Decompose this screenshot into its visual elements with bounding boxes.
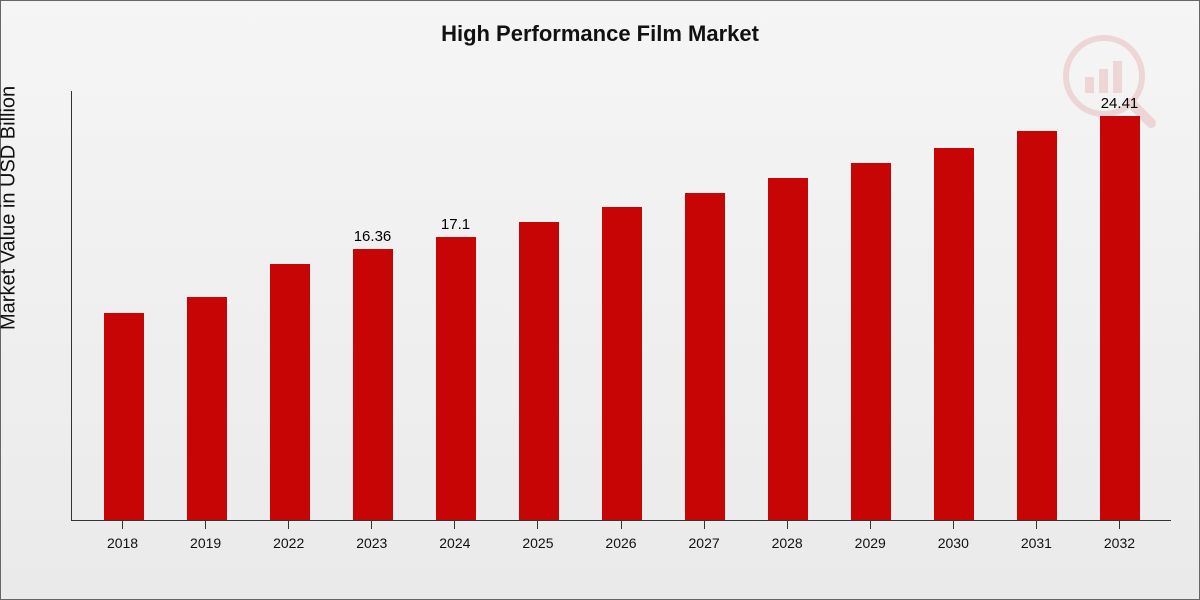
bar — [685, 193, 725, 520]
tick-label: 2024 — [439, 535, 470, 551]
bar-wrap — [248, 91, 331, 520]
bar-wrap — [580, 91, 663, 520]
tick-label: 2022 — [273, 535, 304, 551]
bar-wrap — [746, 91, 829, 520]
bar — [519, 222, 559, 520]
tick-label: 2026 — [605, 535, 636, 551]
tick-mark — [953, 521, 954, 529]
bar-value-label: 17.1 — [441, 216, 470, 233]
bar-wrap: 17.1 — [414, 91, 497, 520]
bar — [851, 163, 891, 520]
bar-wrap — [82, 91, 165, 520]
tick-label: 2023 — [356, 535, 387, 551]
plot-area: 16.36 17.1 24.41 — [71, 91, 1171, 521]
tick-mark — [704, 521, 705, 529]
bar-wrap — [995, 91, 1078, 520]
bar-wrap — [497, 91, 580, 520]
bar — [768, 178, 808, 520]
bar — [187, 297, 227, 520]
tick-label: 2019 — [190, 535, 221, 551]
bar-wrap — [912, 91, 995, 520]
tick-mark — [621, 521, 622, 529]
bar-value-label: 16.36 — [354, 228, 392, 245]
bar-wrap — [165, 91, 248, 520]
bar — [104, 313, 144, 520]
tick-mark — [122, 521, 123, 529]
bar-wrap: 16.36 — [331, 91, 414, 520]
x-tick: 2030 — [912, 521, 995, 551]
tick-mark — [205, 521, 206, 529]
x-axis-ticks: 2018 2019 2022 2023 2024 2025 2026 2027 2028 2029… — [71, 521, 1171, 551]
x-tick: 2023 — [330, 521, 413, 551]
x-tick: 2027 — [663, 521, 746, 551]
tick-mark — [787, 521, 788, 529]
tick-label: 2018 — [107, 535, 138, 551]
x-tick: 2032 — [1078, 521, 1161, 551]
bar — [1017, 131, 1057, 520]
bar-wrap: 24.41 — [1078, 91, 1161, 520]
tick-mark — [1119, 521, 1120, 529]
tick-label: 2030 — [938, 535, 969, 551]
bar-wrap — [663, 91, 746, 520]
bar — [353, 249, 393, 520]
tick-mark — [537, 521, 538, 529]
x-tick: 2026 — [579, 521, 662, 551]
x-tick: 2024 — [413, 521, 496, 551]
tick-label: 2032 — [1104, 535, 1135, 551]
x-tick: 2022 — [247, 521, 330, 551]
x-tick: 2029 — [829, 521, 912, 551]
x-tick: 2019 — [164, 521, 247, 551]
tick-label: 2031 — [1021, 535, 1052, 551]
chart-frame: High Performance Film Market Market Valu… — [0, 0, 1200, 600]
chart-title: High Performance Film Market — [441, 21, 759, 47]
bar — [934, 148, 974, 520]
tick-label: 2028 — [772, 535, 803, 551]
tick-mark — [371, 521, 372, 529]
tick-label: 2027 — [689, 535, 720, 551]
y-axis-label: Market Value in USD Billion — [0, 86, 21, 330]
bar — [270, 264, 310, 520]
tick-mark — [1036, 521, 1037, 529]
bar-value-label: 24.41 — [1101, 95, 1139, 112]
x-tick: 2018 — [81, 521, 164, 551]
tick-mark — [454, 521, 455, 529]
bar — [436, 237, 476, 520]
x-tick: 2025 — [496, 521, 579, 551]
bar-wrap — [829, 91, 912, 520]
tick-mark — [870, 521, 871, 529]
bar — [1100, 116, 1140, 520]
tick-mark — [288, 521, 289, 529]
tick-label: 2029 — [855, 535, 886, 551]
bar — [602, 207, 642, 520]
x-tick: 2028 — [746, 521, 829, 551]
tick-label: 2025 — [522, 535, 553, 551]
bars-container: 16.36 17.1 24.41 — [72, 91, 1171, 520]
x-tick: 2031 — [995, 521, 1078, 551]
